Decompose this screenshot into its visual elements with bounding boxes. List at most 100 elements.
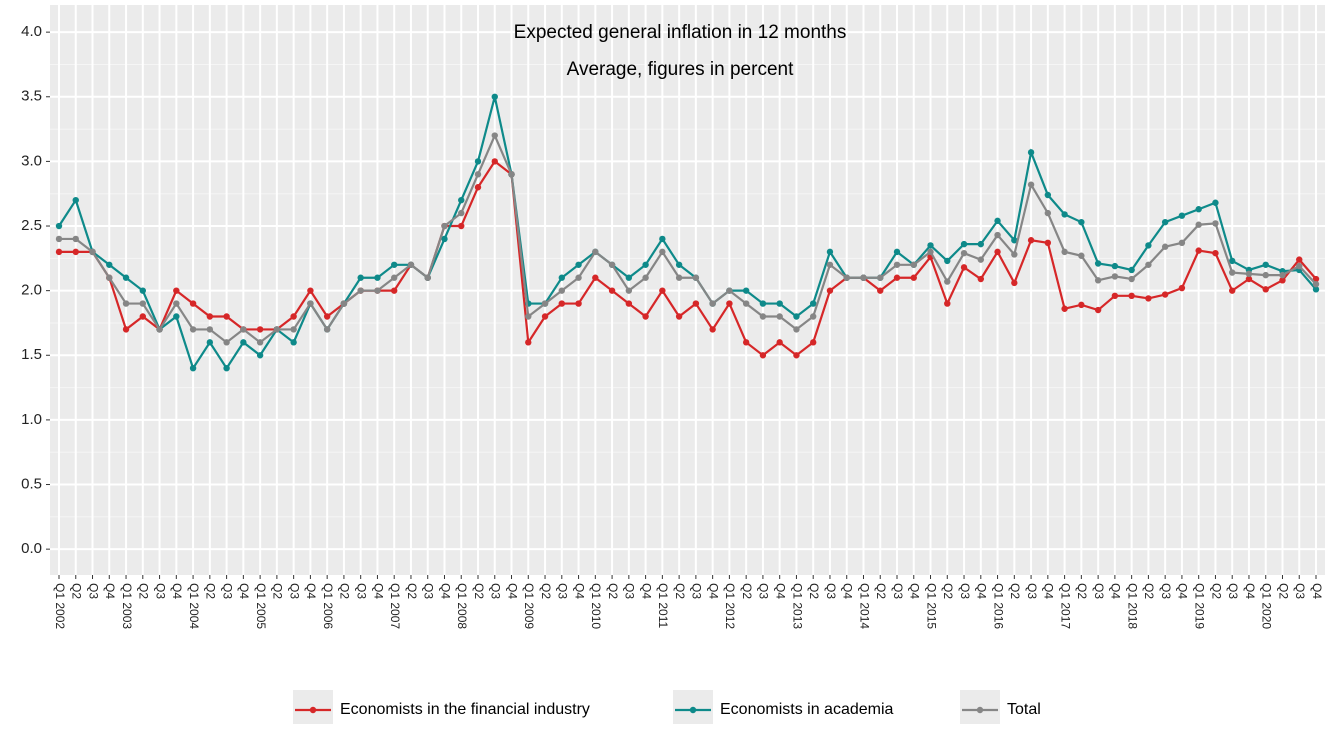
point	[323, 313, 331, 320]
point	[1094, 260, 1102, 267]
point	[290, 339, 297, 346]
point	[1078, 301, 1085, 309]
x-tick-label: Q4	[1042, 583, 1056, 599]
point	[742, 287, 750, 294]
point	[474, 184, 482, 191]
point	[374, 274, 381, 281]
x-tick-label: Q4	[371, 583, 385, 599]
x-tick-label: Q4	[774, 583, 788, 599]
point	[1128, 266, 1135, 274]
y-tick-label: 2.5	[21, 217, 42, 234]
x-tick-label: Q2	[606, 583, 620, 599]
point	[1011, 237, 1018, 244]
point	[1279, 271, 1286, 279]
x-tick-label: Q2	[1142, 583, 1156, 599]
point	[525, 339, 532, 346]
y-tick-label: 2.0	[21, 282, 42, 299]
point	[910, 274, 917, 281]
point	[1161, 218, 1169, 226]
x-tick-label: Q1 2004	[187, 583, 201, 629]
x-tick-label: Q3	[690, 583, 704, 599]
point	[759, 300, 767, 307]
point	[1279, 277, 1286, 284]
point	[240, 326, 247, 333]
y-tick-label: 1.0	[21, 411, 42, 428]
x-tick-label: Q2	[70, 583, 84, 599]
point	[541, 313, 549, 320]
point	[994, 248, 1001, 256]
point	[491, 158, 498, 165]
point	[1212, 220, 1219, 227]
point	[793, 352, 800, 359]
x-tick-label: Q4	[908, 583, 922, 599]
point	[374, 287, 381, 294]
point	[1262, 261, 1269, 268]
x-tick-label: Q4	[237, 583, 251, 599]
point	[223, 313, 230, 320]
x-tick-label: Q2	[1209, 583, 1223, 599]
point	[1111, 273, 1119, 280]
x-tick-label: Q3	[86, 583, 100, 599]
legend-key-point	[976, 706, 984, 714]
point	[1178, 239, 1186, 247]
point	[424, 274, 431, 281]
point	[139, 300, 146, 307]
point	[625, 300, 633, 307]
point	[709, 326, 716, 333]
point	[826, 261, 834, 268]
point	[1229, 257, 1236, 265]
point	[726, 287, 733, 294]
point	[608, 261, 616, 268]
chart-title: Expected general inflation in 12 months	[514, 22, 847, 43]
x-tick-label: Q1 2002	[53, 583, 67, 629]
point	[860, 274, 867, 281]
point	[458, 209, 465, 217]
x-tick-label: Q1 2019	[1193, 583, 1207, 629]
x-tick-label: Q3	[891, 583, 905, 599]
point	[1061, 248, 1068, 256]
x-tick-label: Q2	[472, 583, 486, 599]
x-tick-label: Q2	[874, 583, 888, 599]
x-tick-label: Q3	[422, 583, 436, 599]
point	[659, 287, 666, 294]
point	[441, 235, 448, 243]
point	[1111, 292, 1119, 300]
x-tick-label: Q4	[1310, 583, 1324, 599]
point	[558, 274, 565, 281]
point	[944, 257, 951, 265]
x-tick-label: Q4	[975, 583, 989, 599]
point	[1262, 271, 1269, 279]
point	[776, 313, 783, 320]
point	[659, 235, 666, 243]
point	[206, 326, 214, 333]
point	[273, 326, 281, 333]
point	[927, 242, 934, 249]
point	[307, 287, 314, 294]
point	[1145, 295, 1152, 302]
x-tick-label: Q1 2006	[321, 583, 335, 629]
x-tick-label: Q3	[1025, 583, 1039, 599]
point	[55, 248, 63, 256]
x-tick-label: Q1 2014	[857, 583, 871, 629]
point	[89, 248, 96, 256]
x-tick-label: Q3	[220, 583, 234, 599]
point	[877, 287, 884, 294]
chart-subtitle: Average, figures in percent	[567, 59, 794, 80]
series-line	[59, 159, 1317, 357]
point	[122, 300, 130, 307]
point	[826, 248, 834, 256]
point	[927, 248, 934, 256]
point	[944, 300, 951, 307]
x-tick-label: Q4	[706, 583, 720, 599]
legend-label: Economists in the financial industry	[340, 701, 590, 718]
x-tick-label: Q4	[1176, 583, 1190, 599]
x-tick-label: Q1 2011	[656, 583, 670, 628]
point	[826, 287, 834, 294]
point	[1061, 305, 1068, 312]
point	[642, 274, 649, 281]
x-tick-label: Q1 2015	[924, 583, 938, 629]
point	[474, 171, 482, 178]
x-tick-label: Q1 2016	[991, 583, 1005, 629]
point	[458, 196, 465, 204]
